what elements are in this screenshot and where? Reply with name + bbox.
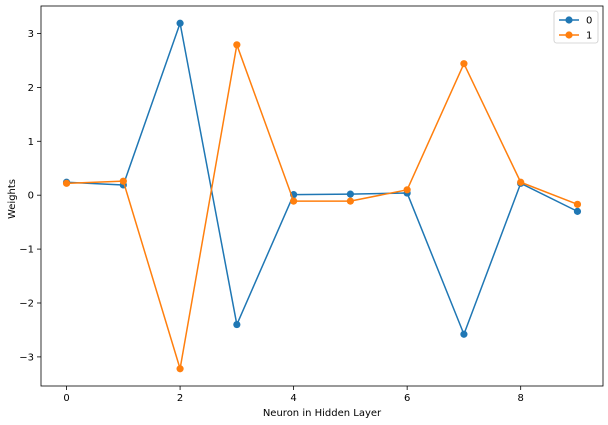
x-axis-label: Neuron in Hidden Layer: [263, 408, 382, 419]
series-1-point: [573, 200, 582, 208]
series-1-point: [346, 197, 354, 205]
legend-label-0: 0: [586, 16, 592, 27]
x-tick-label: 0: [63, 393, 69, 404]
series-1-point: [233, 41, 241, 49]
legend-marker-0: [565, 16, 573, 24]
series-1-point: [176, 365, 184, 373]
series-1-point: [62, 179, 71, 187]
series-1-point: [460, 60, 468, 68]
series-line-1: [65, 44, 579, 370]
legend-marker-1: [565, 31, 573, 39]
plot-area-border: [40, 5, 604, 387]
x-tick-label: 2: [177, 393, 183, 404]
plot-frame: [40, 5, 604, 387]
y-tick-label: −2: [19, 298, 34, 309]
series-0-point: [573, 207, 582, 215]
series-0-point: [460, 330, 468, 338]
y-tick-label: −1: [19, 245, 34, 256]
legend-label-1: 1: [586, 31, 592, 42]
axes: 0 2 4 6 8 3 2 1 0 −1 −2 −3: [19, 29, 524, 404]
series-1-point: [119, 177, 127, 185]
series-layer: [62, 19, 582, 373]
series-0-point: [346, 190, 354, 198]
series-0-point: [233, 320, 241, 329]
y-tick-label: 1: [28, 137, 34, 148]
y-tick-label: −3: [19, 352, 34, 363]
legend: 01: [553, 10, 599, 44]
x-tick-label: 4: [290, 393, 296, 404]
y-axis-label: Weights: [7, 179, 18, 219]
x-tick-label: 8: [517, 393, 523, 404]
series-1-point: [290, 197, 298, 205]
series-1-point: [403, 186, 411, 194]
y-tick-label: 3: [28, 29, 34, 40]
x-tick-label: 6: [404, 393, 410, 404]
series-1-point: [517, 178, 525, 186]
series-line-0: [65, 22, 579, 336]
series-0-point: [176, 19, 184, 27]
y-tick-label: 0: [28, 191, 34, 202]
y-tick-label: 2: [28, 83, 34, 94]
